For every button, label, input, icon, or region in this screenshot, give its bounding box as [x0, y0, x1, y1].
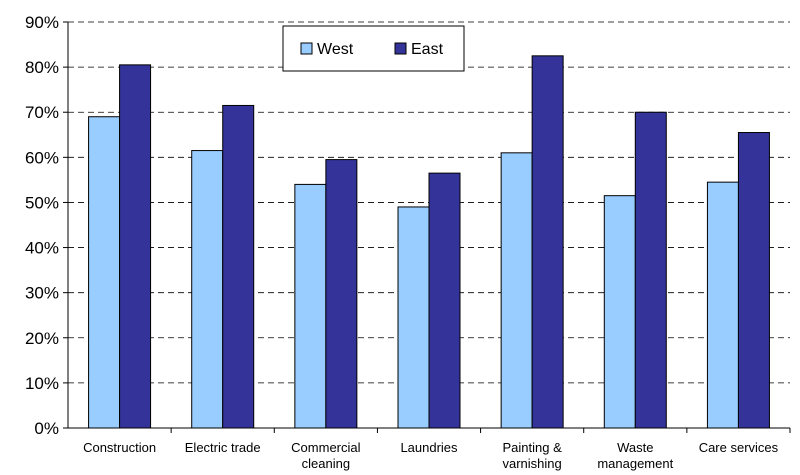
y-axis-ticks: 0% 10% 20% 30% 40% 50% 60% 70% 80% 90% — [25, 13, 68, 438]
x-axis-ticks: Construction Electric trade Commercial clea… — [83, 428, 791, 471]
legend-box — [282, 25, 465, 72]
legend: West East — [282, 25, 465, 72]
legend-label-east: East — [411, 41, 444, 58]
x-tick-label: Electric trade — [185, 440, 261, 455]
y-tick-label: 70% — [25, 103, 59, 122]
bar-west — [603, 195, 636, 429]
bar-east — [634, 111, 667, 429]
x-tick-label: Construction — [83, 440, 156, 455]
y-tick-label: 40% — [25, 239, 59, 258]
y-tick-label: 50% — [25, 193, 59, 212]
bar-east — [531, 55, 564, 429]
bar-west — [191, 150, 224, 429]
y-tick-label: 60% — [25, 148, 59, 167]
x-tick-label: Painting & varnishing — [503, 440, 563, 471]
bars — [88, 55, 770, 429]
bar-east — [119, 64, 152, 429]
bar-east — [325, 159, 358, 429]
y-tick-label: 0% — [34, 419, 59, 438]
x-tick-label: Laundries — [400, 440, 458, 455]
legend-label-west: West — [317, 41, 354, 58]
bar-east — [737, 132, 770, 429]
y-tick-label: 10% — [25, 374, 59, 393]
axes — [67, 22, 790, 429]
x-tick-label: Care services — [699, 440, 779, 455]
x-tick-label: Commercial cleaning — [291, 440, 360, 471]
y-tick-label: 20% — [25, 329, 59, 348]
bar-east — [428, 172, 461, 429]
bar-west — [294, 183, 327, 429]
bar-west — [500, 152, 533, 429]
bar-east — [222, 104, 255, 429]
bar-west — [88, 116, 121, 429]
legend-swatch-east — [394, 42, 407, 55]
bar-west — [706, 181, 739, 429]
y-tick-label: 30% — [25, 284, 59, 303]
x-tick-label: Waste management — [597, 440, 673, 471]
y-tick-label: 80% — [25, 58, 59, 77]
legend-swatch-west — [300, 42, 313, 55]
bar-west — [397, 206, 430, 429]
y-tick-label: 90% — [25, 13, 59, 32]
